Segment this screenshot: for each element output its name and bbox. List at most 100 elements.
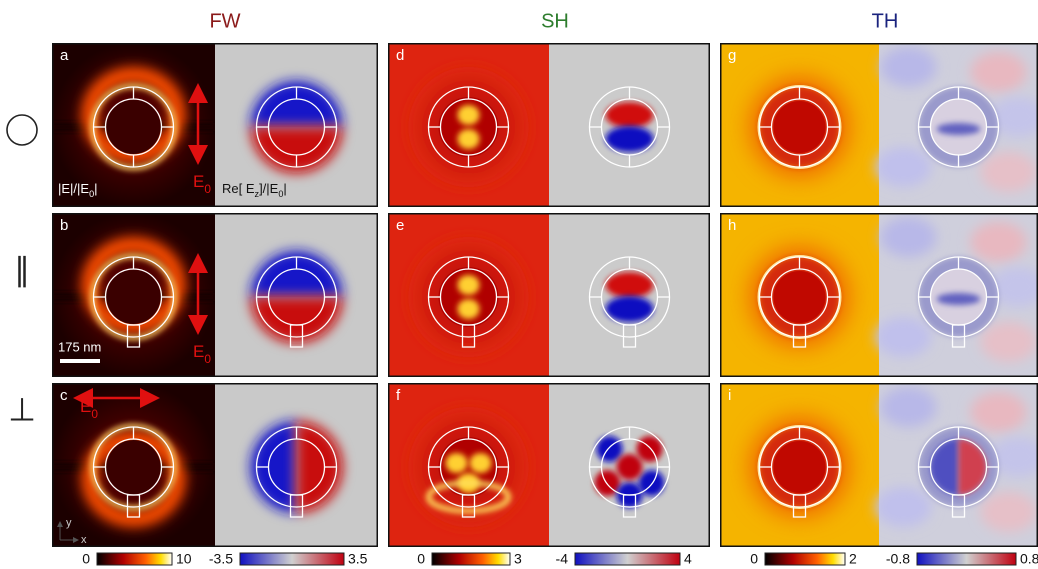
annotation-part: |E|/|E	[58, 181, 89, 196]
colorbar	[239, 552, 345, 566]
panel	[52, 383, 378, 547]
ring-notch	[126, 324, 141, 348]
lobe-neg	[930, 439, 959, 495]
rim-glow	[426, 480, 511, 514]
annotation-part: 0	[278, 189, 283, 199]
colorbar	[764, 552, 846, 566]
panel-border	[52, 383, 378, 547]
colorbar-min: -3.5	[209, 551, 233, 567]
colorbar-max: 2	[849, 551, 857, 567]
panel-border	[52, 43, 378, 207]
annotation-part: E	[80, 397, 91, 416]
column-title: SH	[541, 10, 569, 32]
colorbar	[431, 552, 511, 566]
hot-spot	[469, 453, 492, 473]
colorbar-min: 0	[750, 551, 758, 567]
panel-letter: b	[60, 217, 68, 234]
annotation: |E|/|E0|	[58, 181, 98, 199]
colorbar-max: 3	[514, 551, 522, 567]
core	[773, 441, 826, 493]
lobe	[638, 470, 665, 496]
background-lobe	[980, 152, 1037, 192]
rim	[757, 425, 842, 509]
annotation-part: |	[283, 181, 286, 196]
colorbar-min: -4	[556, 551, 569, 567]
annotation: Re[ Ez]/|E0|	[222, 181, 287, 199]
scale-bar-label: 175 nm	[58, 339, 101, 354]
ring-notch	[951, 494, 966, 518]
lobe-pos	[250, 297, 343, 343]
ring-notch	[461, 494, 476, 518]
panels: a b c d e f g h i	[52, 43, 1038, 547]
background-lobe	[875, 147, 932, 187]
lobe-pos	[296, 421, 343, 513]
glow-edge	[90, 424, 177, 510]
annotation: E0	[193, 342, 211, 366]
panel-letter: i	[728, 387, 731, 404]
ring-notch	[951, 324, 966, 348]
panel	[388, 383, 710, 547]
core	[106, 440, 161, 494]
colorbar-max: 10	[176, 551, 192, 567]
annotation-part: 0	[89, 189, 94, 199]
glow-edge	[90, 254, 177, 340]
panel-letter: h	[728, 217, 736, 234]
background-lobe	[875, 317, 932, 357]
lobe-pos	[250, 127, 343, 173]
axis-label: x	[81, 534, 87, 546]
lobe-neg	[936, 123, 981, 135]
column-title: FW	[209, 10, 240, 32]
lobe-neg	[250, 251, 343, 297]
core	[106, 100, 161, 154]
ring-notch	[792, 324, 807, 348]
circle-symbol	[6, 114, 38, 146]
disk	[438, 97, 499, 157]
panel-border	[388, 383, 710, 547]
hot-spot	[457, 105, 480, 125]
panel	[720, 43, 1038, 207]
panel-letter: a	[60, 47, 69, 64]
annotation-part: Re[ E	[222, 181, 255, 196]
lobe-neg	[605, 126, 654, 152]
panel-letter: f	[396, 387, 401, 404]
panel-border	[720, 383, 1038, 547]
ring-notch	[289, 324, 304, 348]
lobe-neg	[605, 296, 654, 322]
background-lobe	[980, 322, 1037, 362]
rim	[757, 85, 842, 169]
colorbar-max: 4	[684, 551, 692, 567]
annotation-part: |	[94, 181, 97, 196]
ring-notch	[126, 494, 141, 518]
annotation: E0	[193, 172, 211, 196]
colorbar-min: 0	[82, 551, 90, 567]
colorbar-min: 0	[417, 551, 425, 567]
lobe-pos	[958, 439, 987, 495]
lobe-pos	[605, 272, 654, 298]
colorbar-min: -0.8	[886, 551, 910, 567]
panel	[52, 213, 378, 377]
colorbar-max: 0.8	[1020, 551, 1038, 567]
core	[773, 271, 826, 323]
panel-border	[52, 213, 378, 377]
background-lobe	[990, 437, 1038, 477]
panel	[720, 213, 1038, 377]
core	[106, 270, 161, 324]
background-lobe	[990, 267, 1038, 307]
ring-notch	[622, 494, 637, 518]
background-lobe	[880, 387, 937, 427]
scale-bar	[60, 359, 100, 363]
background-lobe	[880, 47, 937, 87]
panel-border	[720, 213, 1038, 377]
ring-notch	[289, 494, 304, 518]
lobe-neg	[250, 81, 343, 127]
background-lobe	[880, 217, 937, 257]
lobe-pos	[605, 102, 654, 128]
lobe-neg	[250, 421, 297, 513]
hot-spot	[457, 275, 480, 295]
labels: FW SH TH ∥ ⊥ |E|/|E0| Re[ Ez]/|E0|E0E0E01…	[6, 10, 1038, 567]
ring-notch	[461, 324, 476, 348]
background-lobe	[970, 222, 1027, 262]
panel-letter: d	[396, 47, 404, 64]
background-lobe	[875, 487, 932, 527]
column-title: TH	[872, 10, 899, 32]
